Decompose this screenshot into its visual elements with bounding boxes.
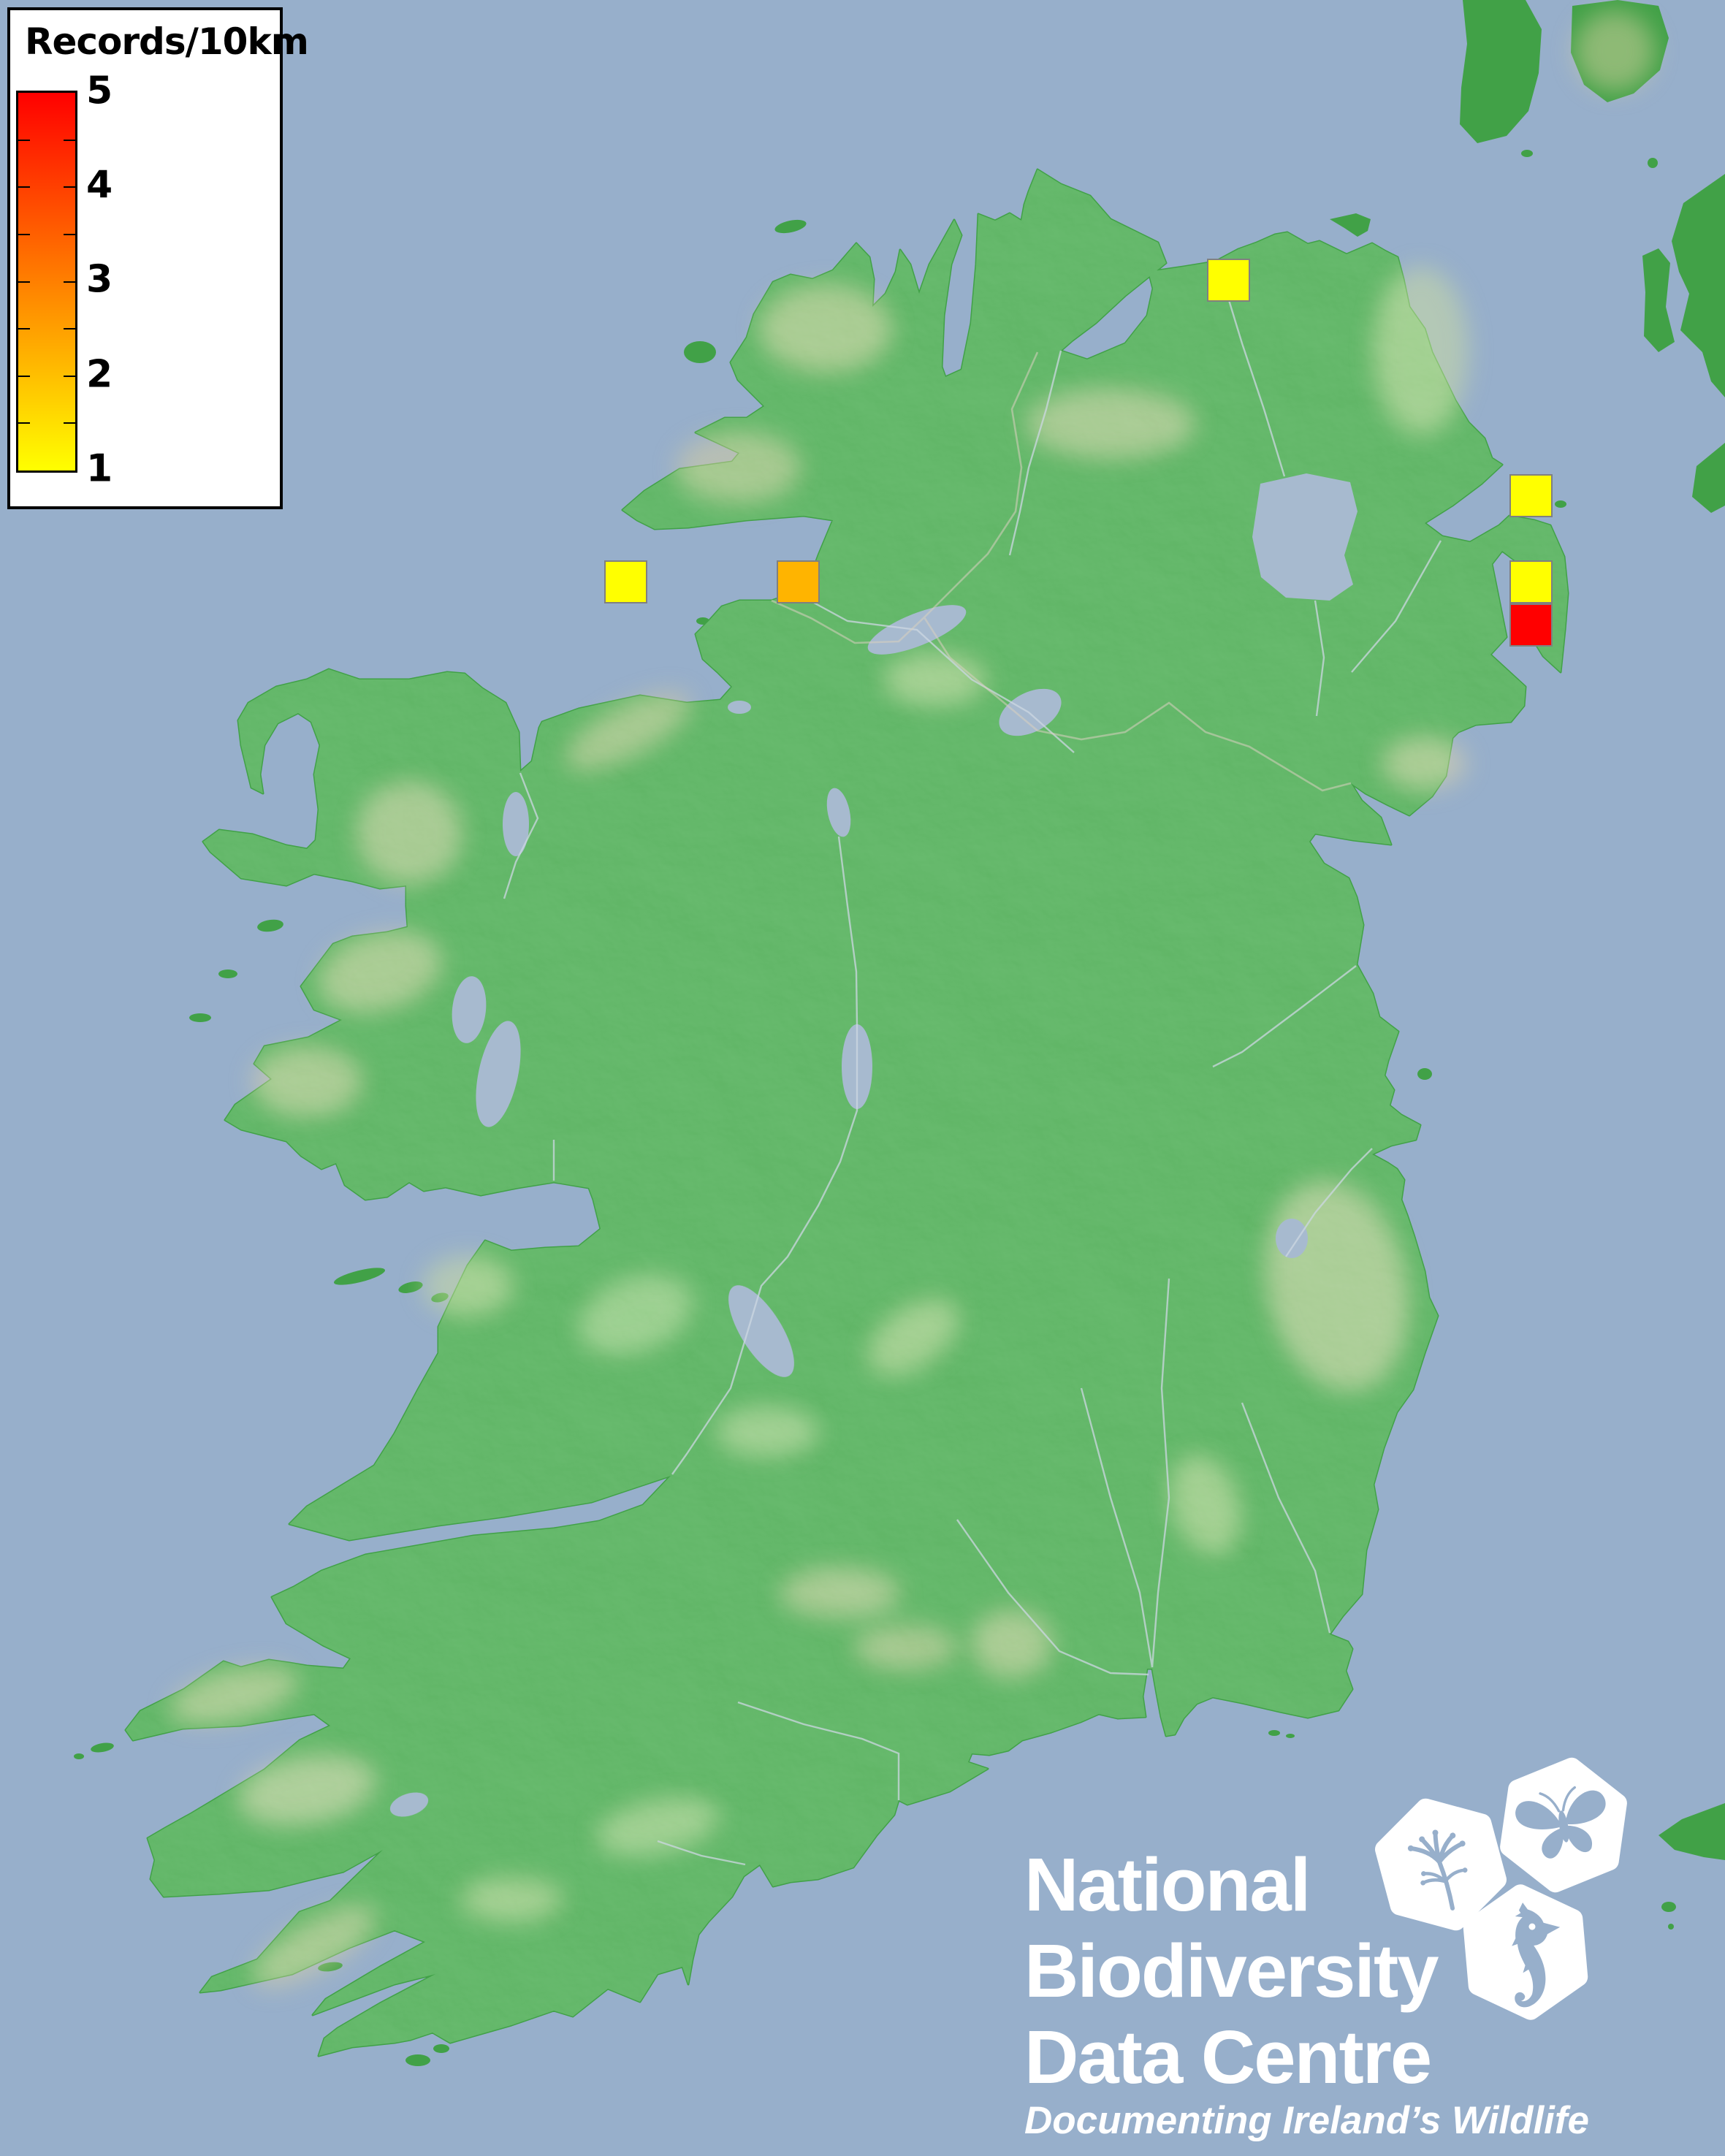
legend-gradient-bar xyxy=(16,91,77,473)
rivers xyxy=(503,266,1442,1866)
legend-tick xyxy=(64,186,75,188)
legend-label-3: 3 xyxy=(86,257,113,302)
legend-tick xyxy=(64,328,75,330)
logo-tagline: Documenting Ireland’s Wildlife xyxy=(1024,2099,1590,2142)
record-grid-square-belfast-lough-mouth[interactable] xyxy=(1509,474,1553,517)
legend-tick xyxy=(64,281,75,283)
legend-label-2: 2 xyxy=(86,352,113,397)
lough-derg xyxy=(728,1285,794,1377)
legend-tick xyxy=(18,281,30,283)
legend-label-4: 4 xyxy=(86,163,113,207)
legend-tick xyxy=(64,139,75,141)
legend-tick xyxy=(18,422,30,424)
lough-neagh xyxy=(1252,473,1357,601)
legend-label-1: 1 xyxy=(86,446,113,491)
nbdc-logo-hexagons xyxy=(1374,1757,1627,2020)
logo-text-data-centre: Data Centre xyxy=(1024,2015,1432,2099)
legend-tick xyxy=(18,328,30,330)
legend-title: Records/10km xyxy=(25,20,309,63)
legend-tick xyxy=(64,233,75,235)
lough-corrib xyxy=(476,1021,521,1127)
logo-text-biodiversity: Biodiversity xyxy=(1024,1929,1439,2013)
record-grid-square-ards-peninsula[interactable] xyxy=(1509,560,1553,603)
seahorse-icon xyxy=(1463,1884,1588,2020)
butterfly-icon xyxy=(1500,1757,1627,1893)
legend-tick xyxy=(18,233,30,235)
record-grid-square-donegal-bay-inner[interactable] xyxy=(777,560,820,603)
legend-label-5: 5 xyxy=(86,69,113,113)
lough-mask xyxy=(452,976,487,1043)
record-grid-square-donegal-bay-outer[interactable] xyxy=(604,560,647,603)
upper-lough-erne xyxy=(999,688,1062,736)
legend-tick xyxy=(64,375,75,377)
logo-text-national: National xyxy=(1024,1843,1311,1927)
legend-tick xyxy=(18,186,30,188)
legend-tick xyxy=(64,422,75,424)
legend-scale-labels: 5 4 3 2 1 xyxy=(86,69,145,491)
record-grid-square-ards-peninsula-south[interactable] xyxy=(1509,603,1553,647)
legend-tick xyxy=(18,375,30,377)
border-lines xyxy=(771,351,1352,792)
legend-box: Records/10km 5 4 3 2 1 xyxy=(7,7,309,509)
legend-tick xyxy=(18,139,30,141)
tree-icon xyxy=(1374,1798,1507,1931)
record-grid-square-north-antrim-coast[interactable] xyxy=(1207,259,1250,302)
lough-conn xyxy=(503,792,529,856)
lough-allen xyxy=(826,788,851,837)
lough-gill xyxy=(728,701,751,714)
killarney-lakes xyxy=(389,1792,429,1817)
poulaphouca-reservoir xyxy=(1276,1219,1308,1258)
